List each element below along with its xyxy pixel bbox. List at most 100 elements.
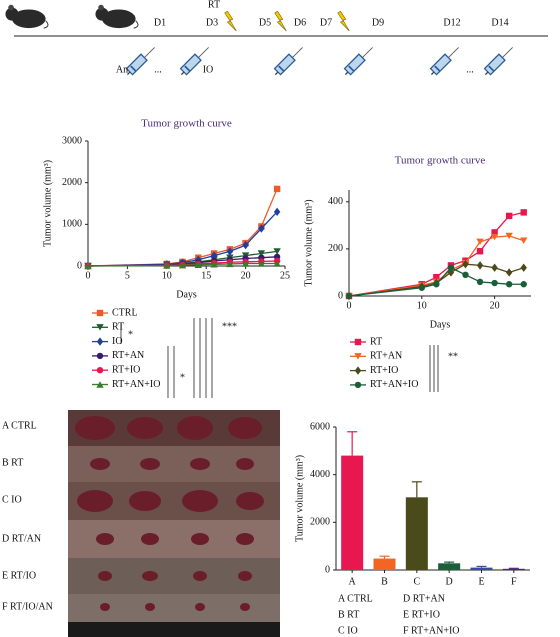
series-line bbox=[87, 188, 278, 267]
legend-label: F RT+AN+IO bbox=[403, 625, 460, 636]
marker bbox=[273, 185, 281, 193]
legend-marker bbox=[354, 353, 362, 360]
y-tick-label: 4000 bbox=[310, 469, 330, 480]
tumor-photo bbox=[68, 410, 280, 637]
marker bbox=[258, 224, 265, 233]
injection-label: ... bbox=[466, 64, 474, 75]
rt-label: RT bbox=[208, 0, 220, 10]
legend-label: RT+AN bbox=[112, 350, 144, 361]
legend-label: RT+AN+IO bbox=[370, 379, 418, 390]
legend-label: RT bbox=[370, 336, 382, 347]
y-axis-label: Tumor volume (mm³) bbox=[303, 199, 314, 286]
marker bbox=[226, 260, 234, 268]
x-tick-label: 15 bbox=[201, 270, 211, 281]
legend-marker bbox=[96, 324, 104, 331]
legend-label: RT+IO bbox=[112, 364, 140, 375]
legend-marker bbox=[96, 337, 104, 346]
y-tick-label: 0 bbox=[77, 260, 82, 271]
y-tick-label: 3000 bbox=[62, 135, 82, 146]
marker bbox=[490, 233, 499, 241]
marker bbox=[476, 238, 484, 246]
marker bbox=[345, 292, 353, 300]
legend-marker bbox=[96, 352, 104, 360]
legend-marker bbox=[354, 338, 362, 346]
day-label: D9 bbox=[372, 17, 384, 28]
legend-marker bbox=[96, 381, 104, 388]
injection-label: An bbox=[116, 64, 128, 75]
marker bbox=[226, 247, 234, 256]
timeline: RT bbox=[4, 0, 548, 76]
x-tick-label: F bbox=[511, 576, 517, 587]
bar bbox=[502, 568, 525, 570]
legend-label: A CTRL bbox=[338, 593, 373, 604]
bar bbox=[470, 567, 493, 570]
marker bbox=[520, 263, 527, 272]
photo-label: F RT/IO/AN bbox=[2, 601, 53, 612]
marker bbox=[84, 262, 92, 270]
marker bbox=[447, 264, 455, 271]
marker bbox=[210, 261, 218, 268]
marker bbox=[520, 209, 527, 216]
legend-label: IO bbox=[112, 336, 123, 347]
legend-label: RT+IO bbox=[370, 365, 398, 376]
marker bbox=[462, 271, 469, 278]
day-label: D7 bbox=[320, 17, 332, 28]
marker bbox=[491, 229, 498, 236]
y-tick-label: 0 bbox=[338, 290, 343, 301]
chart-title: Tumor growth curve bbox=[141, 118, 232, 130]
day-label: D12 bbox=[443, 17, 460, 28]
significance: *** bbox=[222, 321, 237, 332]
day-label: D5 bbox=[259, 17, 271, 28]
marker bbox=[257, 260, 266, 267]
y-tick-label: 1000 bbox=[62, 219, 82, 230]
legend-marker bbox=[96, 309, 104, 317]
marker bbox=[476, 248, 484, 255]
marker bbox=[178, 261, 187, 269]
injection-label: IO bbox=[203, 64, 214, 75]
y-tick-label: 400 bbox=[328, 196, 343, 207]
x-tick-label: 25 bbox=[280, 270, 290, 281]
marker bbox=[194, 261, 203, 268]
marker bbox=[433, 273, 440, 281]
marker bbox=[273, 248, 281, 255]
x-tick-label: D bbox=[446, 576, 453, 587]
marker bbox=[273, 260, 281, 267]
x-tick-label: 20 bbox=[241, 270, 251, 281]
legend-label: E RT+IO bbox=[403, 609, 440, 620]
day-label: D6 bbox=[294, 17, 306, 28]
legend-label: CTRL bbox=[112, 307, 138, 318]
marker bbox=[241, 260, 250, 267]
x-tick-label: 20 bbox=[490, 300, 500, 311]
x-axis-label: Days bbox=[176, 289, 197, 300]
y-axis-label: Tumor volume (mm³) bbox=[294, 455, 305, 542]
x-tick-label: C bbox=[413, 576, 420, 587]
brackets bbox=[120, 318, 439, 398]
bar bbox=[341, 455, 364, 570]
chart-title: Tumor growth curve bbox=[395, 155, 486, 167]
day-label: D14 bbox=[491, 17, 508, 28]
legend-label: C IO bbox=[338, 625, 358, 636]
x-tick-label: 0 bbox=[347, 300, 352, 311]
bar bbox=[373, 558, 396, 570]
y-tick-label: 2000 bbox=[62, 177, 82, 188]
y-axis-label: Tumor volume (mm³) bbox=[42, 160, 53, 247]
legend-marker bbox=[96, 367, 104, 374]
marker bbox=[476, 278, 484, 286]
significance: * bbox=[128, 329, 133, 340]
photo-label: C IO bbox=[2, 494, 22, 505]
legend-label: B RT bbox=[338, 609, 359, 620]
legend-label: RT bbox=[112, 322, 124, 333]
marker bbox=[476, 261, 484, 270]
photo-label: D RT/AN bbox=[2, 533, 41, 544]
x-tick-label: 10 bbox=[417, 300, 427, 311]
y-tick-label: 0 bbox=[325, 564, 330, 575]
marker bbox=[433, 281, 440, 288]
y-tick-label: 6000 bbox=[310, 421, 330, 432]
marker bbox=[505, 232, 513, 240]
marker bbox=[210, 251, 218, 260]
photo-label: E RT/IO bbox=[2, 570, 36, 581]
legend-label: D RT+AN bbox=[403, 593, 445, 604]
marker bbox=[242, 240, 249, 250]
marker bbox=[520, 237, 528, 244]
